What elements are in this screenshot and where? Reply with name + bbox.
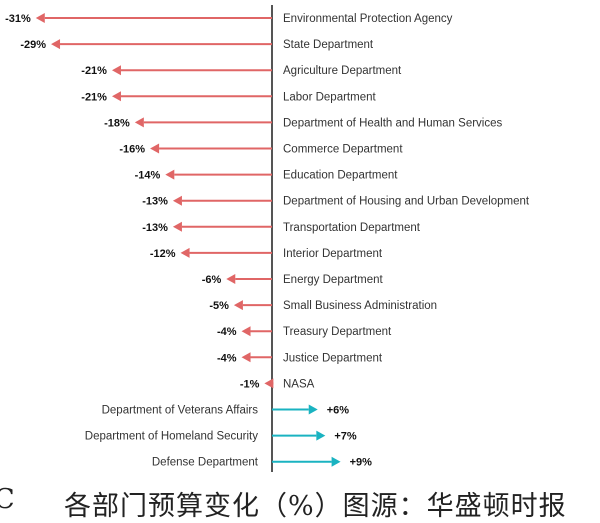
caption-text: 各部门预算变化（%）图源：华盛顿时报	[64, 491, 567, 522]
bar-row: +6% Department of Veterans Affairs	[102, 404, 350, 417]
value-label: +6%	[327, 405, 350, 417]
arrow-head	[241, 326, 251, 337]
bar-row: -12% Interior Department	[150, 247, 383, 260]
category-label: State Department	[283, 39, 374, 51]
arrow-head	[226, 274, 236, 284]
category-label: Agriculture Department	[283, 65, 402, 77]
category-label: Department of Veterans Affairs	[102, 405, 259, 417]
category-label: Labor Department	[283, 91, 376, 103]
category-label: Small Business Administration	[283, 300, 437, 312]
category-label: Department of Homeland Security	[85, 431, 258, 443]
arrow-head	[35, 13, 45, 23]
category-label: Environmental Protection Agency	[283, 13, 453, 25]
value-label: -21%	[81, 91, 107, 103]
arrow-head	[165, 169, 175, 180]
arrow-head	[51, 39, 61, 50]
bar-row: -1% NASA	[240, 378, 315, 390]
category-label: Department of Health and Human Services	[283, 117, 502, 129]
category-label: Education Department	[283, 170, 398, 182]
arrow-head	[172, 195, 182, 206]
arrow-head	[134, 117, 144, 128]
value-label: -18%	[104, 117, 130, 129]
value-label: +7%	[334, 431, 357, 443]
figure-label: C	[0, 484, 15, 515]
arrow-head	[233, 300, 243, 311]
bar-row: -14% Education Department	[135, 169, 398, 182]
arrow-head	[308, 404, 318, 415]
category-label: Transportation Department	[283, 222, 421, 234]
category-label: NASA	[283, 378, 315, 390]
value-label: -29%	[20, 39, 46, 51]
value-label: -6%	[202, 274, 222, 286]
arrow-head	[264, 378, 274, 389]
arrow-head	[241, 352, 251, 363]
value-label: -21%	[81, 65, 107, 77]
category-label: Energy Department	[283, 274, 384, 286]
bar-row: -4% Justice Department	[217, 352, 383, 364]
bar-row: -21% Agriculture Department	[81, 65, 402, 77]
bar-row: -13% Transportation Department	[142, 221, 421, 234]
category-label: Department of Housing and Urban Developm…	[283, 196, 530, 208]
bar-row: +7% Department of Homeland Security	[85, 430, 357, 443]
arrow-head	[111, 65, 121, 76]
value-label: -16%	[119, 144, 145, 156]
category-label: Interior Department	[283, 248, 383, 260]
bar-row: -4% Treasury Department	[217, 326, 392, 338]
bar-row: -5% Small Business Administration	[209, 300, 437, 312]
bar-row: -29% State Department	[20, 39, 374, 51]
arrow-head	[180, 247, 190, 258]
arrow-head	[150, 143, 160, 154]
value-label: -13%	[142, 222, 168, 234]
figure-caption: C 各部门预算变化（%）图源：华盛顿时报	[0, 478, 600, 522]
bar-row: -21% Labor Department	[81, 91, 376, 103]
value-label: -4%	[217, 352, 237, 364]
bar-row: -13% Department of Housing and Urban Deve…	[142, 195, 530, 208]
value-label: -5%	[209, 300, 229, 312]
value-label: -13%	[142, 196, 168, 208]
arrow-head	[111, 91, 121, 102]
bar-row: -6% Energy Department	[202, 274, 384, 286]
category-label: Defense Department	[152, 457, 259, 469]
arrow-head	[331, 456, 341, 467]
arrow-head	[316, 430, 326, 441]
value-label: -12%	[150, 248, 176, 260]
bar-row: -18% Department of Health and Human Servi…	[104, 117, 502, 129]
category-label: Commerce Department	[283, 144, 403, 156]
value-label: -4%	[217, 326, 237, 338]
category-label: Justice Department	[283, 352, 383, 364]
bar-row: -31% Environmental Protection Agency	[5, 13, 453, 25]
category-label: Treasury Department	[283, 326, 392, 338]
value-label: -14%	[135, 170, 161, 182]
bar-row: -16% Commerce Department	[119, 143, 403, 156]
budget-change-chart: -31% Environmental Protection Agency -29% S…	[5, 5, 530, 472]
value-label: +9%	[350, 457, 373, 469]
arrow-head	[172, 221, 182, 232]
value-label: -31%	[5, 13, 31, 25]
bar-row: +9% Defense Department	[152, 456, 373, 469]
value-label: -1%	[240, 378, 260, 390]
